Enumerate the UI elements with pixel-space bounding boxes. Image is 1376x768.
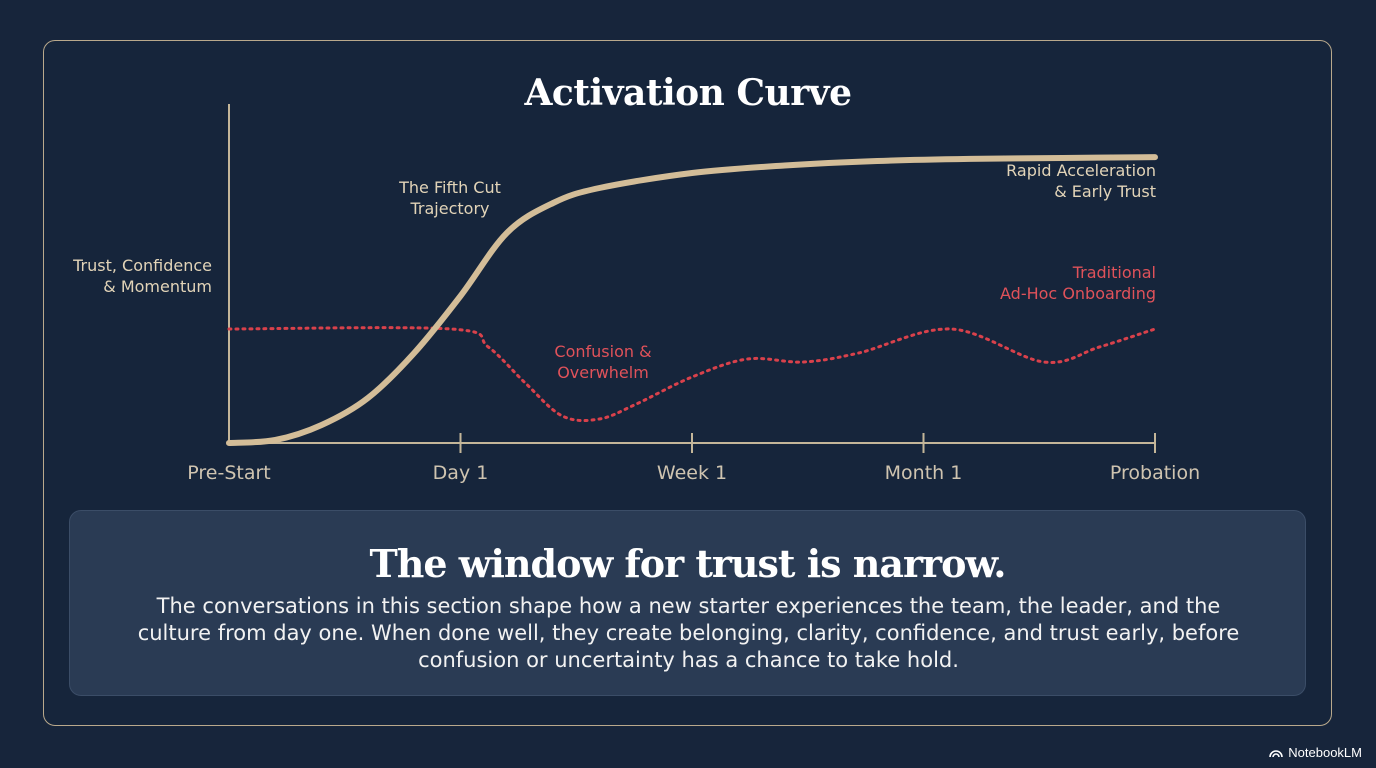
activation-curve-chart: Pre-Start Day 1 Week 1 Month 1 Probation <box>187 104 1200 484</box>
y-axis-label-line-1: Trust, Confidence <box>73 256 212 275</box>
y-axis-label: Trust, Confidence & Momentum <box>40 255 212 297</box>
series-line-fifth-cut <box>226 154 1158 446</box>
traditional-annotation: Traditional Ad-Hoc Onboarding <box>936 262 1156 304</box>
rapid-acceleration-line-2: & Early Trust <box>1054 182 1156 201</box>
notebooklm-brand: NotebookLM <box>1269 745 1362 760</box>
confusion-annotation: Confusion & Overwhelm <box>523 341 683 383</box>
rapid-acceleration-annotation: Rapid Acceleration & Early Trust <box>936 160 1156 202</box>
confusion-annotation-line-1: Confusion & <box>554 342 652 361</box>
x-tick-label: Pre-Start <box>187 462 270 484</box>
trajectory-annotation-line-2: Trajectory <box>410 199 490 218</box>
trajectory-annotation-line-1: The Fifth Cut <box>399 178 501 197</box>
x-tick-label: Day 1 <box>433 462 489 484</box>
series-layer <box>226 154 1158 446</box>
x-tick-label: Week 1 <box>657 462 727 484</box>
x-axis-tick-labels: Pre-Start Day 1 Week 1 Month 1 Probation <box>187 462 1200 484</box>
series-line-traditional <box>227 326 1157 423</box>
x-tick-label: Probation <box>1110 462 1200 484</box>
x-tick-label: Month 1 <box>885 462 963 484</box>
y-axis-label-line-2: & Momentum <box>103 277 212 296</box>
callout-heading: The window for trust is narrow. <box>369 541 1006 586</box>
callout-panel: The window for trust is narrow. The conv… <box>69 510 1306 696</box>
confusion-annotation-line-2: Overwhelm <box>557 363 649 382</box>
brand-label: NotebookLM <box>1288 745 1362 760</box>
notebooklm-logo-icon <box>1269 749 1284 757</box>
traditional-annotation-line-2: Ad-Hoc Onboarding <box>1000 284 1156 303</box>
callout-body: The conversations in this section shape … <box>137 594 1240 672</box>
chart-title: Activation Curve <box>524 72 852 114</box>
x-axis-ticks <box>459 433 1156 453</box>
rapid-acceleration-line-1: Rapid Acceleration <box>1006 161 1156 180</box>
traditional-annotation-line-1: Traditional <box>1072 263 1156 282</box>
trajectory-annotation: The Fifth Cut Trajectory <box>370 177 530 219</box>
